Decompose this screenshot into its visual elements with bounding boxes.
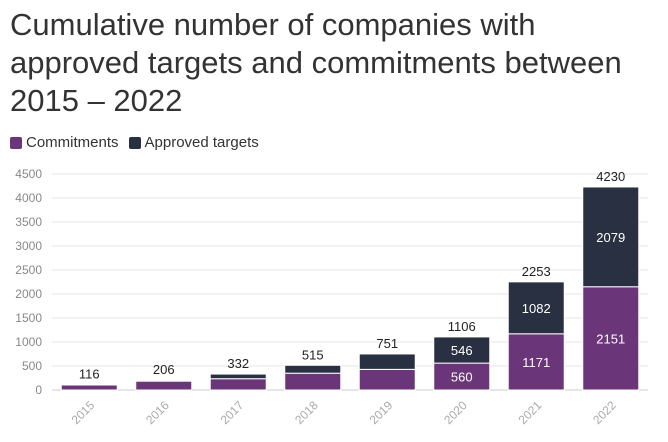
legend-item-commitments[interactable]: Commitments <box>10 134 119 151</box>
y-tick-label: 4000 <box>15 191 42 205</box>
bar-commitments[interactable] <box>209 378 267 391</box>
total-label: 4230 <box>596 169 625 184</box>
bar-approved-targets[interactable] <box>507 281 565 335</box>
y-tick-label: 3500 <box>15 215 42 229</box>
total-label: 332 <box>227 356 249 371</box>
bar-commitments[interactable] <box>358 368 416 391</box>
bar-commitments[interactable] <box>135 380 193 391</box>
bar-approved-targets[interactable] <box>433 336 491 364</box>
x-tick-label: 2022 <box>590 398 619 427</box>
bar-data-label: 1082 <box>522 301 551 316</box>
y-tick-label: 3000 <box>15 239 42 253</box>
legend: Commitments Approved targets <box>10 134 259 151</box>
bar-data-label: 560 <box>451 370 473 385</box>
bar-data-label: 1171 <box>522 355 550 370</box>
x-tick-label: 2016 <box>143 398 172 427</box>
x-tick-label: 2018 <box>292 398 321 427</box>
x-tick-label: 2019 <box>367 398 396 427</box>
legend-swatch-approved-targets <box>128 136 141 149</box>
y-tick-label: 2000 <box>15 287 42 301</box>
x-tick-label: 2020 <box>441 398 470 427</box>
legend-swatch-commitments <box>10 136 22 149</box>
x-tick-label: 2015 <box>69 398 98 427</box>
bar-commitments[interactable] <box>433 362 491 391</box>
y-tick-label: 1000 <box>15 335 42 349</box>
y-tick-label: 4500 <box>15 167 42 181</box>
bar-data-label: 2079 <box>596 230 625 245</box>
total-label: 116 <box>79 366 100 381</box>
bar-commitments[interactable] <box>60 384 118 391</box>
total-label: 206 <box>153 362 175 377</box>
bar-approved-targets[interactable] <box>209 373 267 380</box>
x-tick-label: 2021 <box>516 398 545 427</box>
legend-label-commitments: Commitments <box>26 134 119 151</box>
y-tick-label: 2500 <box>15 263 42 277</box>
y-tick-label: 500 <box>22 359 42 373</box>
chart-title: Cumulative number of companies with appr… <box>10 7 622 118</box>
y-tick-label: 0 <box>35 383 42 397</box>
bar-approved-targets[interactable] <box>60 383 118 386</box>
bar-approved-targets[interactable] <box>358 353 416 370</box>
total-label: 515 <box>302 347 324 362</box>
bar-data-label: 546 <box>451 343 473 358</box>
bar-commitments[interactable] <box>507 333 565 391</box>
total-label: 1106 <box>448 319 476 334</box>
x-tick-label: 2017 <box>218 398 247 427</box>
legend-label-approved-targets: Approved targets <box>144 134 259 151</box>
total-label: 751 <box>376 336 398 351</box>
bar-approved-targets[interactable] <box>135 379 193 382</box>
legend-item-approved-targets[interactable]: Approved targets <box>128 134 259 151</box>
total-label: 2253 <box>522 264 551 279</box>
bar-approved-targets[interactable] <box>582 186 640 288</box>
bar-data-label: 2151 <box>596 331 625 346</box>
bar-commitments[interactable] <box>284 372 342 391</box>
y-tick-label: 1500 <box>15 311 42 325</box>
bar-approved-targets[interactable] <box>284 364 342 374</box>
